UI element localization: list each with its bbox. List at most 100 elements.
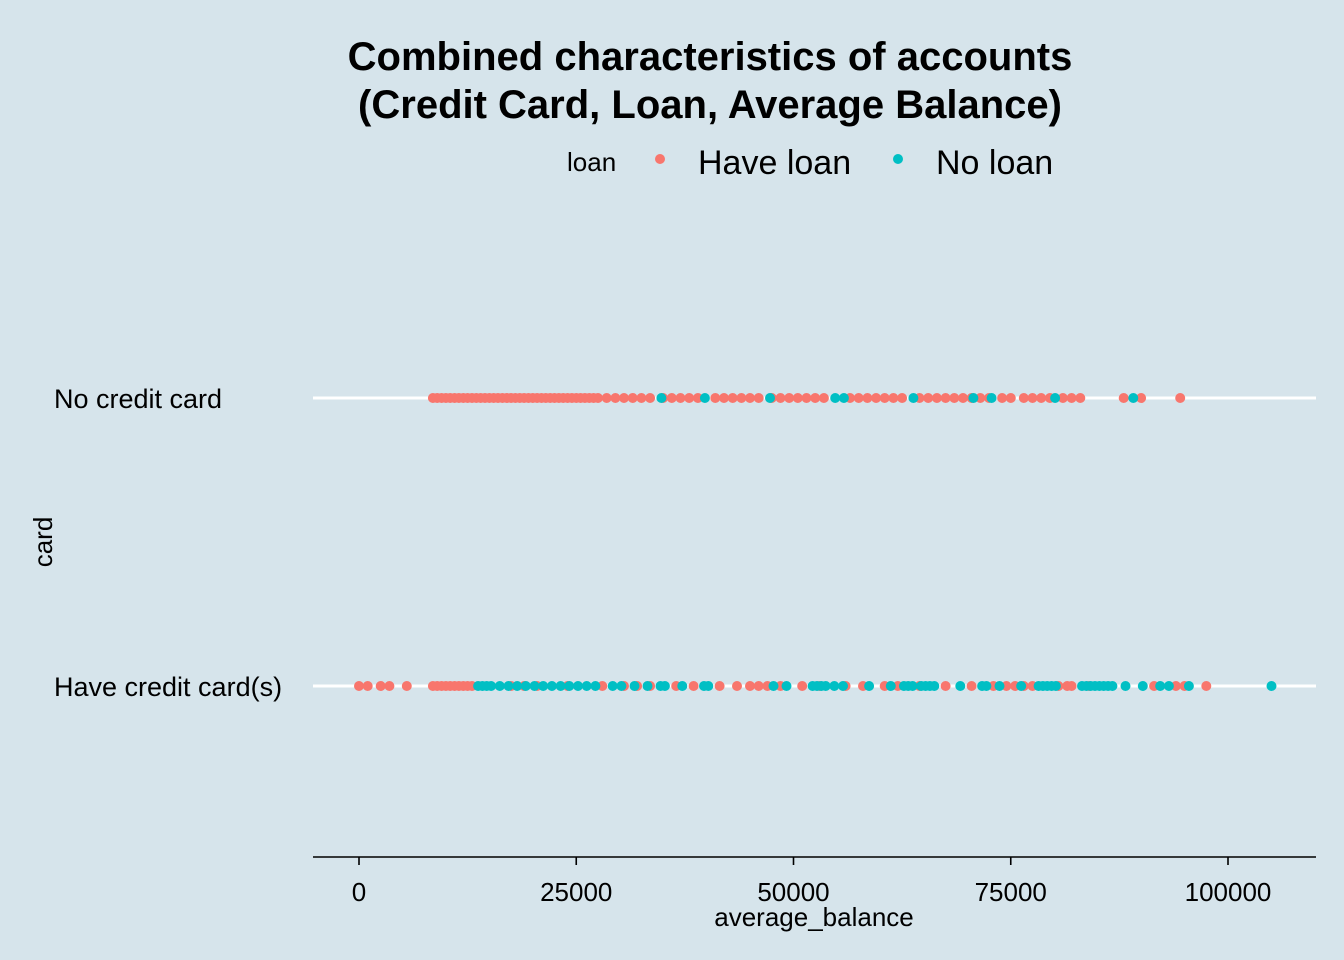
x-axis-label: average_balance: [714, 902, 914, 932]
data-point: [838, 393, 849, 403]
data-point: [401, 681, 412, 691]
data-point: [1075, 393, 1086, 403]
data-point: [745, 393, 755, 403]
data-point: [512, 681, 523, 691]
data-point: [1183, 681, 1194, 691]
data-point: [590, 681, 601, 691]
data-point: [1001, 681, 1012, 691]
data-point: [1016, 681, 1027, 691]
data-point: [955, 681, 966, 691]
data-point: [923, 393, 934, 403]
data-point: [1005, 393, 1016, 403]
data-point: [1050, 393, 1061, 403]
data-point: [768, 681, 779, 691]
data-point: [888, 393, 899, 403]
data-point: [703, 681, 714, 691]
data-point: [986, 393, 997, 403]
data-point: [753, 681, 764, 691]
y-axis-label: card: [28, 517, 58, 568]
x-axis-ticks: 0 25000 50000 75000 100000: [352, 857, 1272, 907]
data-point: [675, 393, 686, 403]
data-point: [1066, 681, 1077, 691]
data-point: [1107, 681, 1118, 691]
x-tick-label: 25000: [540, 877, 612, 907]
data-point: [727, 393, 738, 403]
data-point: [362, 681, 373, 691]
y-category-label: Have credit card(s): [54, 672, 282, 702]
data-point: [838, 681, 848, 691]
data-point: [546, 681, 557, 691]
data-point: [486, 681, 497, 691]
data-point: [830, 393, 841, 403]
data-point: [940, 681, 951, 691]
data-point: [862, 393, 873, 403]
data-point: [1036, 393, 1047, 403]
x-tick-label: 100000: [1185, 877, 1272, 907]
data-point: [688, 681, 699, 691]
data-point: [885, 681, 896, 691]
data-point: [520, 681, 531, 691]
data-point: [692, 393, 703, 403]
legend-marker-have-loan: [655, 154, 665, 164]
data-point: [864, 681, 875, 691]
data-point: [781, 681, 792, 691]
data-point: [820, 681, 831, 691]
data-point: [966, 681, 977, 691]
data-point: [879, 393, 890, 403]
series-no-loan: [473, 393, 1277, 691]
series-have-loan: [354, 393, 1212, 691]
data-point: [818, 393, 829, 403]
chart-title-line-2: (Credit Card, Loan, Average Balance): [358, 83, 1062, 127]
data-point: [1118, 393, 1129, 403]
data-point: [792, 393, 803, 403]
data-point: [853, 393, 864, 403]
data-point: [1066, 393, 1077, 403]
data-point: [908, 393, 919, 403]
data-point: [555, 681, 566, 691]
data-point: [1201, 681, 1212, 691]
data-point: [949, 393, 960, 403]
data-point: [997, 393, 1008, 403]
data-point: [929, 681, 940, 691]
legend-label-have-loan: Have loan: [698, 144, 851, 182]
data-point: [375, 681, 386, 691]
data-point: [931, 393, 942, 403]
data-point: [797, 681, 808, 691]
legend-title: loan: [567, 147, 616, 177]
data-point: [645, 393, 656, 403]
data-point: [636, 393, 647, 403]
data-point: [784, 393, 795, 403]
data-point: [666, 393, 677, 403]
legend: loan Have loan No loan: [567, 144, 1053, 182]
data-point: [619, 393, 629, 403]
data-point: [699, 393, 710, 403]
data-point: [384, 681, 395, 691]
data-point: [1170, 681, 1181, 691]
data-point: [732, 681, 742, 691]
data-point: [829, 681, 840, 691]
data-point: [745, 681, 755, 691]
data-point: [677, 681, 688, 691]
gridlines: [313, 396, 1316, 688]
x-tick-label: 0: [352, 877, 366, 907]
data-point: [714, 681, 725, 691]
y-category-labels: Have credit card(s) No credit card: [54, 384, 282, 702]
data-point: [1050, 681, 1061, 691]
data-point: [1175, 393, 1186, 403]
data-point: [607, 681, 618, 691]
data-point: [1155, 681, 1166, 691]
data-point: [659, 681, 670, 691]
data-point: [529, 681, 540, 691]
data-point: [897, 393, 908, 403]
legend-label-no-loan: No loan: [936, 144, 1053, 182]
data-point: [629, 681, 640, 691]
data-point: [1018, 393, 1029, 403]
data-point: [907, 681, 918, 691]
data-point: [940, 393, 951, 403]
data-point: [736, 393, 747, 403]
data-point: [503, 681, 514, 691]
data-point: [573, 681, 583, 691]
data-point: [775, 393, 786, 403]
